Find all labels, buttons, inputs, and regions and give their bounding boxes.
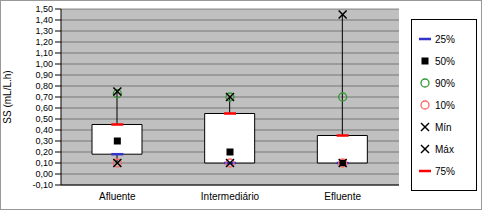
html-text:75%: 75% [435, 165, 455, 177]
html-text:Mín: Mín [435, 121, 452, 133]
svg-text:0,20: 0,20 [35, 147, 53, 157]
svg-text:1,00: 1,00 [35, 59, 53, 69]
svg-text:1,40: 1,40 [35, 15, 53, 25]
svg-text:0,90: 0,90 [35, 70, 53, 80]
svg-text:1,30: 1,30 [35, 26, 53, 36]
svg-text:1,20: 1,20 [35, 37, 53, 47]
html-text:Máx: Máx [435, 143, 454, 155]
svg-text:0,00: 0,00 [35, 169, 53, 179]
svg-text:0,80: 0,80 [35, 81, 53, 91]
html-text:25%: 25% [435, 33, 455, 45]
svg-text:Afluente: Afluente [99, 191, 136, 202]
svg-text:0,70: 0,70 [35, 92, 53, 102]
svg-text:-0,10: -0,10 [32, 180, 53, 190]
svg-text:Efluente: Efluente [324, 191, 361, 202]
svg-text:SS (mL/L.h): SS (mL/L.h) [8, 70, 13, 123]
svg-text:0,50: 0,50 [35, 114, 53, 124]
svg-text:0,60: 0,60 [35, 103, 53, 113]
svg-text:1,50: 1,50 [35, 4, 53, 14]
svg-text:1,10: 1,10 [35, 48, 53, 58]
svg-text:0,40: 0,40 [35, 125, 53, 135]
html-text:90%: 90% [435, 77, 455, 89]
html-text:10%: 10% [435, 99, 455, 111]
svg-text:0,10: 0,10 [35, 158, 53, 168]
svg-text:Intermediário: Intermediário [201, 191, 260, 202]
svg-text:0,30: 0,30 [35, 136, 53, 146]
html-text:50%: 50% [435, 55, 455, 67]
